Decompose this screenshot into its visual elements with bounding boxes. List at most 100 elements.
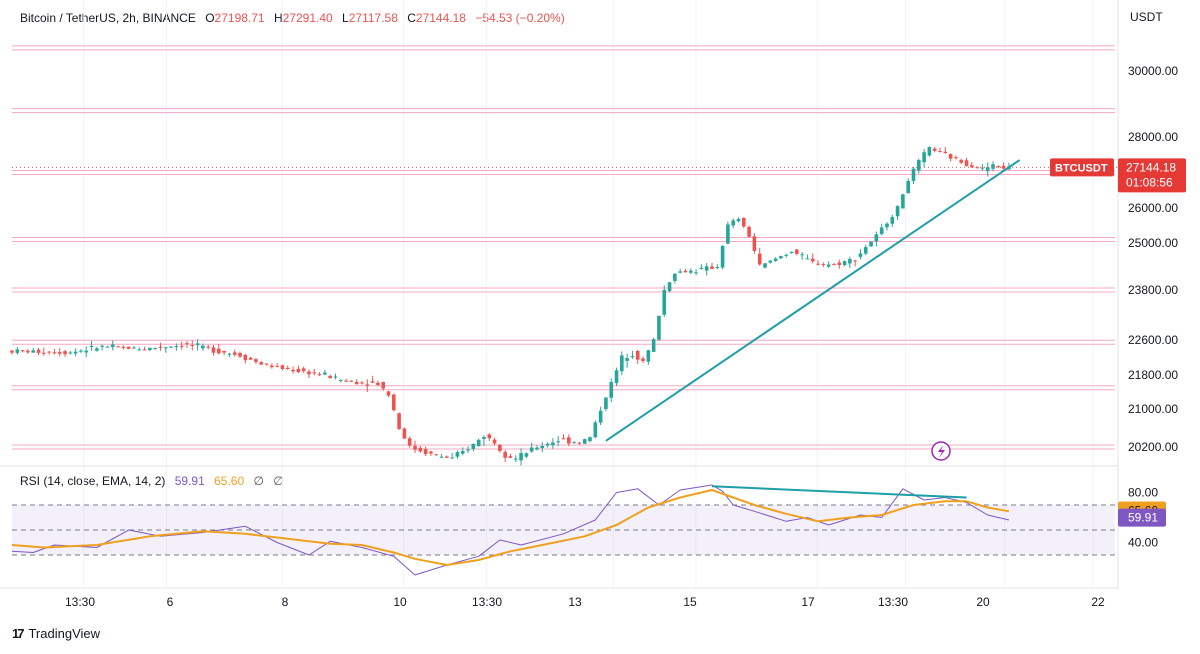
candle bbox=[964, 160, 969, 166]
low-value: 27117.58 bbox=[348, 11, 398, 25]
lightning-icon bbox=[931, 441, 951, 461]
candle bbox=[519, 453, 523, 461]
candle bbox=[662, 289, 667, 315]
candle bbox=[68, 352, 73, 354]
price-tick-label: 30000.00 bbox=[1128, 64, 1178, 78]
rsi-value-badge-text: 59.91 bbox=[1128, 511, 1158, 525]
candle bbox=[280, 365, 285, 370]
candle bbox=[307, 371, 311, 375]
candle bbox=[943, 151, 948, 154]
candle bbox=[821, 264, 826, 266]
candle bbox=[185, 343, 189, 345]
candle bbox=[832, 264, 836, 266]
candle bbox=[450, 457, 454, 459]
candle bbox=[800, 254, 804, 256]
rsi-tick-label: 40.00 bbox=[1128, 536, 1158, 550]
candle bbox=[641, 358, 645, 362]
candle bbox=[848, 258, 852, 264]
lightning-icon-bolt bbox=[938, 445, 945, 458]
candle bbox=[694, 272, 698, 274]
price-tick-label: 26000.00 bbox=[1128, 201, 1178, 215]
candle bbox=[312, 372, 317, 374]
open-value: 27198.71 bbox=[214, 11, 265, 25]
candle bbox=[328, 375, 332, 379]
open-label: O bbox=[205, 11, 215, 25]
candle bbox=[79, 350, 83, 352]
candle bbox=[243, 354, 248, 361]
candle bbox=[763, 263, 767, 268]
candle bbox=[52, 352, 57, 354]
rsi-tick-label: 80.00 bbox=[1128, 486, 1158, 500]
candle bbox=[26, 350, 30, 353]
candle bbox=[604, 397, 608, 410]
candle bbox=[879, 227, 884, 235]
candle bbox=[620, 355, 624, 372]
countdown-text: 01:08:56 bbox=[1126, 175, 1173, 189]
candle bbox=[885, 223, 889, 228]
time-tick-label: 17 bbox=[801, 595, 815, 609]
candle bbox=[84, 350, 89, 353]
candle bbox=[434, 454, 439, 456]
candle bbox=[922, 152, 926, 163]
price-tick-label: 22600.00 bbox=[1128, 333, 1178, 347]
candle bbox=[938, 150, 942, 152]
candle bbox=[110, 344, 115, 348]
candle bbox=[577, 442, 582, 444]
candle bbox=[747, 226, 751, 237]
candle bbox=[816, 263, 820, 265]
rsi-title[interactable]: RSI (14, close, EMA, 14, 2) bbox=[20, 474, 166, 488]
candle bbox=[63, 351, 67, 355]
rsi-legend: RSI (14, close, EMA, 14, 2) 59.91 65.60 … bbox=[20, 474, 284, 488]
candle bbox=[460, 450, 465, 454]
candle bbox=[996, 165, 1001, 167]
candle bbox=[673, 273, 677, 281]
candle bbox=[386, 391, 391, 396]
candle bbox=[916, 160, 921, 171]
candle bbox=[201, 345, 205, 349]
candle bbox=[551, 442, 555, 446]
candle bbox=[238, 352, 242, 357]
candle bbox=[540, 445, 545, 449]
candle bbox=[285, 367, 290, 370]
hidden-icon[interactable]: ∅ bbox=[253, 474, 264, 488]
candle bbox=[731, 220, 735, 226]
tradingview-logo: 17 bbox=[12, 626, 25, 641]
candle bbox=[248, 357, 253, 360]
candle bbox=[392, 394, 396, 411]
candle bbox=[609, 382, 614, 398]
candle bbox=[42, 352, 46, 354]
hidden-icon-2[interactable]: ∅ bbox=[273, 474, 284, 488]
candle bbox=[232, 352, 237, 355]
candle bbox=[688, 270, 693, 273]
candle bbox=[932, 148, 937, 151]
candle bbox=[810, 258, 815, 262]
candle bbox=[593, 422, 598, 438]
candle bbox=[736, 218, 741, 222]
candles bbox=[10, 146, 1118, 466]
symbol-title[interactable]: Bitcoin / TetherUS, 2h, BINANCE bbox=[20, 11, 196, 25]
candle bbox=[466, 449, 470, 451]
candle bbox=[36, 349, 41, 353]
candle bbox=[270, 365, 274, 368]
rsi-value: 59.91 bbox=[174, 474, 205, 488]
candle bbox=[985, 167, 990, 172]
candle bbox=[630, 356, 635, 358]
price-tick-label: 21800.00 bbox=[1128, 368, 1178, 382]
symbol-badge-text: BTCUSDT bbox=[1055, 162, 1108, 174]
candle bbox=[842, 261, 847, 266]
candle bbox=[10, 350, 14, 353]
candle bbox=[503, 451, 507, 458]
candle bbox=[73, 351, 78, 354]
candle bbox=[31, 350, 36, 353]
candle bbox=[795, 249, 799, 254]
high-label: H bbox=[273, 11, 283, 25]
candle bbox=[863, 247, 868, 254]
candle bbox=[439, 456, 444, 458]
candle bbox=[174, 346, 179, 348]
candle bbox=[376, 382, 380, 385]
candle bbox=[137, 349, 142, 351]
candle bbox=[625, 358, 629, 361]
candle bbox=[105, 346, 110, 348]
candle bbox=[980, 167, 985, 169]
